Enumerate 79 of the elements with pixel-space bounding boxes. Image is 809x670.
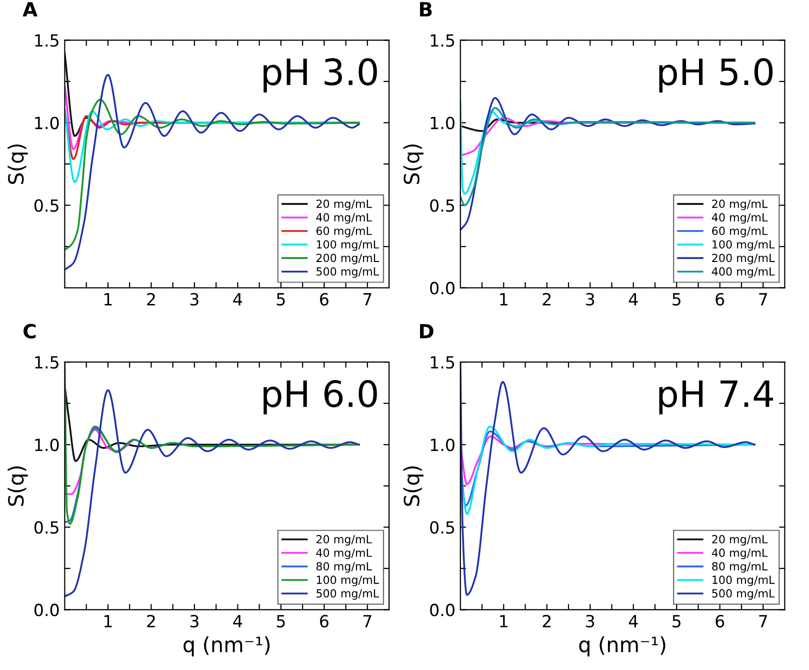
text: A: [22, 2, 38, 16]
x-tick-label: 5: [672, 293, 680, 306]
x-tick-label: 3: [190, 614, 198, 628]
legend-label: 80 mg/mL: [712, 562, 768, 573]
text: D: [420, 324, 434, 338]
x-tick-label: 2: [147, 292, 155, 306]
y-tick-label: 1.0: [35, 116, 59, 130]
x-tick-label: 5: [672, 615, 680, 628]
text: B: [420, 2, 432, 16]
y-tick-label: 1.0: [430, 116, 454, 130]
y-tick-label: 0.0: [430, 604, 454, 616]
x-tick-label: 4: [233, 293, 242, 306]
x-tick-label: 7: [363, 615, 372, 628]
y-tick-label: 0.5: [34, 521, 58, 534]
y-tick-label: 0.5: [34, 199, 58, 212]
legend-label: 100 mg/mL: [712, 576, 775, 586]
x-tick-label: 1: [500, 615, 508, 628]
legend-label: 100 mg/mL: [316, 240, 379, 251]
legend-label: 500 mg/mL: [316, 267, 379, 278]
x-tick-label: 1: [500, 293, 508, 306]
legend-label: 60 mg/mL: [316, 226, 372, 238]
x-tick-label: 6: [320, 614, 328, 628]
y-tick-label: 1.5: [35, 34, 58, 47]
legend-label: 40 mg/mL: [316, 213, 372, 224]
x-tick-label: 2: [542, 614, 551, 628]
legend-label: 40 mg/mL: [712, 213, 768, 224]
x-axis-title: q (nm⁻¹): [184, 636, 270, 656]
x-tick-label: 7: [363, 293, 372, 306]
x-tick-label: 1: [104, 615, 112, 628]
x-tick-label: 7: [759, 293, 767, 306]
legend-label: 60 mg/mL: [712, 226, 768, 238]
y-tick-label: 0.0: [430, 282, 454, 294]
text: C: [24, 324, 36, 339]
x-tick-label: 2: [147, 614, 155, 628]
y-tick-label: 0.5: [430, 521, 454, 534]
y-tick-label: 1.5: [35, 356, 58, 369]
x-tick-label: 3: [586, 614, 594, 628]
legend-label: 200 mg/mL: [316, 254, 379, 264]
y-tick-label: 0.0: [34, 604, 59, 616]
y-tick-label: 1.0: [430, 438, 454, 452]
legend-label: 200 mg/mL: [712, 254, 775, 264]
annotation: pH 3.0: [264, 58, 377, 92]
legend-label: 20 mg/mL: [712, 535, 768, 546]
y-tick-label: 1.5: [430, 356, 454, 369]
legend-label: 20 mg/mL: [316, 200, 372, 210]
x-tick-label: 1: [104, 293, 112, 306]
x-tick-label: 6: [716, 292, 724, 306]
x-tick-label: 3: [190, 292, 198, 306]
legend-label: 20 mg/mL: [712, 200, 768, 210]
legend-label: 400 mg/mL: [712, 267, 775, 278]
x-tick-label: 4: [628, 293, 638, 306]
x-tick-label: 6: [716, 614, 724, 628]
x-tick-label: 4: [233, 615, 242, 628]
y-axis-title: S(q): [8, 466, 28, 506]
x-axis-title: q (nm⁻¹): [579, 636, 666, 656]
x-tick-label: 3: [586, 292, 594, 306]
y-axis-title: S(q): [8, 144, 28, 184]
annotation: pH 5.0: [659, 58, 773, 92]
legend-label: 80 mg/mL: [316, 562, 372, 573]
x-tick-label: 5: [276, 293, 285, 306]
annotation: pH 6.0: [264, 380, 377, 414]
y-tick-label: 1.0: [35, 438, 59, 452]
y-tick-label: 0.5: [430, 199, 454, 212]
y-tick-label: 1.5: [430, 34, 454, 47]
x-tick-label: 7: [759, 615, 767, 628]
x-tick-label: 2: [542, 292, 551, 306]
legend-label: 40 mg/mL: [316, 548, 372, 560]
legend-label: 500 mg/mL: [712, 589, 775, 600]
legend-label: 40 mg/mL: [712, 548, 768, 560]
y-axis-title: S(q): [403, 466, 424, 506]
legend-label: 500 mg/mL: [316, 589, 379, 600]
x-tick-label: 6: [320, 292, 328, 306]
y-axis-title: S(q): [403, 144, 424, 184]
legend-label: 100 mg/mL: [316, 576, 379, 586]
x-tick-label: 5: [276, 615, 285, 628]
legend-label: 100 mg/mL: [712, 240, 775, 251]
legend-label: 20 mg/mL: [316, 535, 372, 546]
annotation: pH 7.4: [659, 380, 773, 414]
x-tick-label: 4: [628, 615, 638, 628]
